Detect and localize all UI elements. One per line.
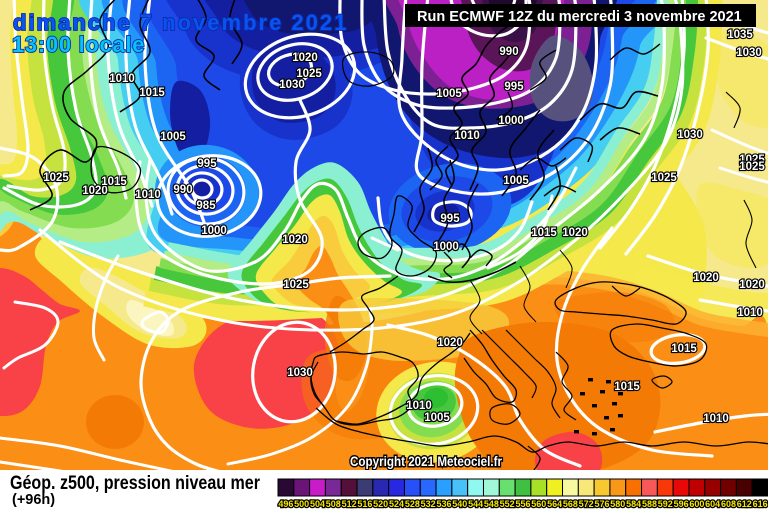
svg-text:528: 528 [405,499,420,509]
svg-text:1025: 1025 [739,154,765,166]
svg-text:1010: 1010 [135,189,161,201]
svg-text:1015: 1015 [671,343,697,355]
svg-text:1030: 1030 [677,129,703,141]
svg-text:1025: 1025 [651,172,677,184]
svg-text:1000: 1000 [433,241,459,253]
svg-text:1020: 1020 [82,185,108,197]
svg-text:1020: 1020 [437,337,463,349]
svg-text:995: 995 [197,158,217,170]
svg-text:596: 596 [674,499,689,509]
svg-text:592: 592 [658,499,673,509]
svg-text:985: 985 [196,200,216,212]
svg-text:1020: 1020 [739,279,765,291]
svg-text:584: 584 [626,499,641,509]
svg-text:512: 512 [342,499,357,509]
svg-text:990: 990 [173,184,192,196]
svg-text:568: 568 [563,499,578,509]
svg-text:1010: 1010 [454,130,480,142]
svg-text:588: 588 [642,499,657,509]
svg-text:1035: 1035 [727,29,753,41]
svg-text:1025: 1025 [43,172,69,184]
svg-text:1005: 1005 [503,175,529,187]
svg-text:Géop. z500, pression niveau me: Géop. z500, pression niveau mer [10,473,261,494]
svg-text:564: 564 [547,499,562,509]
svg-text:dimanche 7 novembre 2021: dimanche 7 novembre 2021 [13,10,348,35]
svg-text:1025: 1025 [283,279,309,291]
svg-text:Run ECMWF 12Z du mercredi 3 no: Run ECMWF 12Z du mercredi 3 novembre 202… [417,9,742,25]
svg-text:1010: 1010 [109,73,135,85]
svg-text:572: 572 [579,499,594,509]
svg-text:552: 552 [500,499,515,509]
svg-text:612: 612 [737,499,752,509]
svg-text:1010: 1010 [737,307,763,319]
svg-text:1020: 1020 [282,234,308,246]
svg-text:576: 576 [594,499,609,509]
svg-text:1005: 1005 [436,88,462,100]
svg-text:1005: 1005 [160,131,186,143]
svg-text:500: 500 [294,499,309,509]
svg-text:1020: 1020 [292,52,318,64]
svg-text:990: 990 [499,46,518,58]
svg-text:1030: 1030 [287,367,313,379]
svg-text:516: 516 [357,499,372,509]
svg-text:1000: 1000 [498,115,524,127]
svg-text:1015: 1015 [531,227,557,239]
svg-text:(+96h): (+96h) [12,492,55,508]
svg-text:1010: 1010 [703,413,729,425]
svg-text:1030: 1030 [736,47,762,59]
svg-text:532: 532 [421,499,436,509]
svg-text:520: 520 [373,499,388,509]
svg-text:1020: 1020 [562,227,588,239]
svg-text:524: 524 [389,499,404,509]
svg-text:616: 616 [753,499,768,509]
svg-text:496: 496 [278,499,293,509]
svg-text:1010: 1010 [406,400,432,412]
svg-text:995: 995 [440,213,460,225]
svg-text:508: 508 [326,499,341,509]
svg-text:504: 504 [310,499,325,509]
svg-text:608: 608 [721,499,736,509]
svg-text:Copyright 2021 Meteociel.fr: Copyright 2021 Meteociel.fr [350,453,502,469]
svg-text:536: 536 [436,499,451,509]
svg-text:540: 540 [452,499,467,509]
svg-text:600: 600 [689,499,704,509]
svg-text:13:00 locale: 13:00 locale [12,32,145,57]
svg-text:604: 604 [705,499,720,509]
svg-text:1030: 1030 [279,79,305,91]
svg-text:1025: 1025 [739,161,765,173]
svg-text:1025: 1025 [296,68,322,80]
svg-text:1020: 1020 [693,272,719,284]
svg-text:544: 544 [468,499,483,509]
svg-text:1015: 1015 [614,381,640,393]
svg-text:548: 548 [484,499,499,509]
svg-text:556: 556 [515,499,530,509]
svg-text:1015: 1015 [139,87,165,99]
svg-text:1015: 1015 [101,176,127,188]
svg-text:995: 995 [504,81,524,93]
svg-text:1000: 1000 [201,225,227,237]
svg-text:580: 580 [610,499,625,509]
svg-text:1005: 1005 [424,412,450,424]
svg-text:560: 560 [531,499,546,509]
